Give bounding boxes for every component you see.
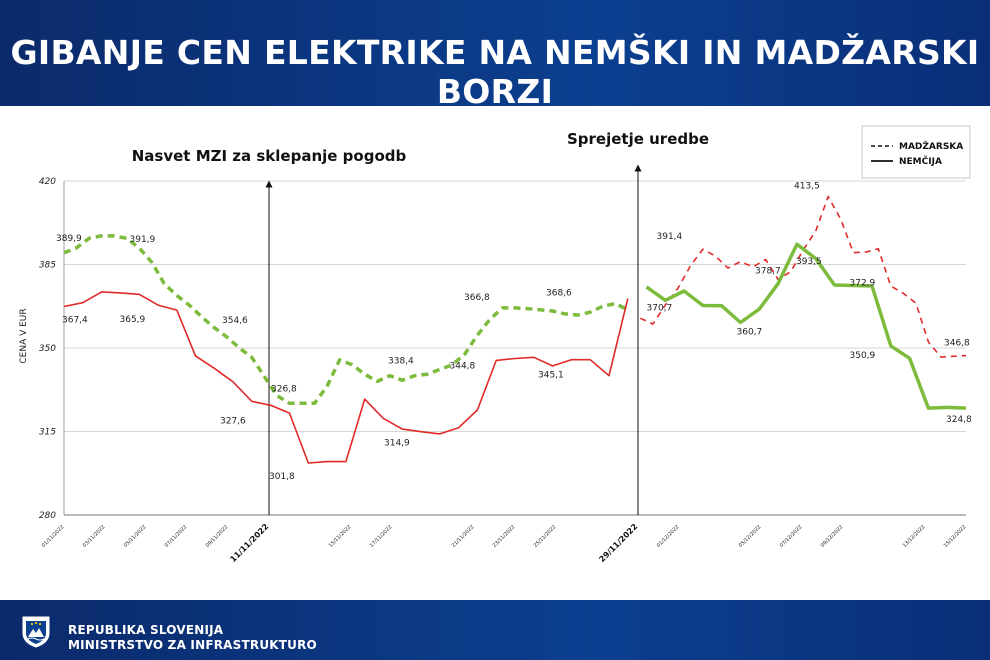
x-tick-label: 01/12/2022	[656, 524, 681, 549]
point-label: 372,9	[850, 278, 876, 288]
x-tick-label: 21/11/2022	[451, 524, 476, 549]
x-tick-label: 07/11/2022	[164, 524, 189, 549]
germany-line-after	[645, 242, 967, 410]
y-tick-label: 280	[39, 511, 56, 521]
chart-legend: MADŽARSKA NEMČIJA	[861, 125, 971, 179]
hungary-line-before	[63, 234, 629, 406]
point-label: 391,9	[130, 235, 156, 245]
point-label: 413,5	[794, 182, 820, 192]
y-tick-label: 385	[39, 261, 56, 271]
point-label: 314,9	[384, 439, 410, 449]
point-label: 327,6	[220, 416, 246, 426]
x-tick-label: 05/11/2022	[123, 524, 148, 549]
y-tick-label: 420	[39, 177, 56, 187]
y-axis-label: CENA V EUR	[19, 308, 29, 363]
point-label: 338,4	[388, 357, 414, 367]
x-tick-label: 07/12/2022	[779, 524, 804, 549]
x-tick-label: 13/12/2022	[902, 524, 927, 549]
x-tick-label: 23/11/2022	[492, 524, 517, 549]
x-tick-label: 01/11/2022	[41, 524, 66, 549]
point-label: 301,8	[269, 472, 295, 482]
point-label: 360,7	[737, 327, 763, 337]
point-label: 326,8	[271, 384, 297, 394]
x-tick-label: 15/12/2022	[943, 524, 968, 549]
x-tick-label: 09/11/2022	[205, 524, 230, 549]
header-banner: GIBANJE CEN ELEKTRIKE NA NEMŠKI IN MADŽA…	[0, 0, 990, 111]
y-tick-label: 315	[39, 428, 56, 438]
x-tick-label: 09/12/2022	[820, 524, 845, 549]
event-annotation: Sprejetje uredbe	[567, 130, 709, 148]
legend-box	[861, 125, 971, 179]
footer-country: REPUBLIKA SLOVENIJA	[68, 623, 224, 637]
y-tick-label: 350	[39, 344, 56, 354]
price-chart: 280 315 350 385 420 CENA V EUR 01/11/2022 03/…	[19, 125, 972, 564]
point-label: 389,9	[56, 234, 82, 244]
x-tick-label: 17/11/2022	[369, 524, 394, 549]
point-label: 354,6	[222, 316, 248, 326]
footer-banner: REPUBLIKA SLOVENIJA MINISTRSTVO ZA INFRA…	[0, 600, 990, 660]
x-tick-label: 15/11/2022	[328, 524, 353, 549]
point-label: 391,4	[657, 232, 683, 242]
point-label: 365,9	[120, 315, 146, 325]
series-lines	[63, 195, 967, 464]
footer-ministry: MINISTRSTVO ZA INFRASTRUKTURO	[68, 638, 317, 652]
germany-line-before	[63, 291, 629, 464]
point-label: 344,8	[450, 361, 476, 371]
legend-label-hungary: MADŽARSKA	[899, 140, 963, 152]
x-tick-label: 11/11/2022	[228, 522, 270, 564]
y-axis-ticks: 280 315 350 385 420	[39, 177, 56, 521]
x-axis-ticks: 01/11/2022 03/11/2022 05/11/2022 07/11/2022…	[41, 522, 968, 564]
page-title: GIBANJE CEN ELEKTRIKE NA NEMŠKI IN MADŽA…	[10, 33, 980, 111]
point-label: 350,9	[850, 351, 876, 361]
legend-label-germany: NEMČIJA	[899, 155, 942, 167]
point-label: 324,8	[946, 415, 972, 425]
point-label: 393,5	[796, 257, 822, 267]
x-tick-label: 29/11/2022	[597, 522, 639, 564]
point-label: 367,4	[62, 315, 88, 325]
x-tick-label: 05/12/2022	[738, 524, 763, 549]
x-tick-label: 03/11/2022	[82, 524, 107, 549]
event-markers: Nasvet MZI za sklepanje pogodb Sprejetje …	[132, 130, 709, 515]
point-label: 370,7	[647, 304, 673, 314]
x-tick-label: 25/11/2022	[533, 524, 558, 549]
point-labels: 389,9 391,9 354,6 326,8 338,4 366,8 368,6 391,4…	[56, 182, 972, 482]
slovenia-crest-icon	[22, 616, 50, 648]
point-label: 378,7	[755, 267, 781, 277]
point-label: 345,1	[538, 371, 564, 381]
point-label: 366,8	[464, 293, 490, 303]
point-label: 368,6	[546, 289, 572, 299]
event-annotation: Nasvet MZI za sklepanje pogodb	[132, 147, 407, 165]
hungary-line-after	[639, 195, 967, 358]
chart-grid	[63, 180, 966, 516]
point-label: 346,8	[944, 339, 970, 349]
